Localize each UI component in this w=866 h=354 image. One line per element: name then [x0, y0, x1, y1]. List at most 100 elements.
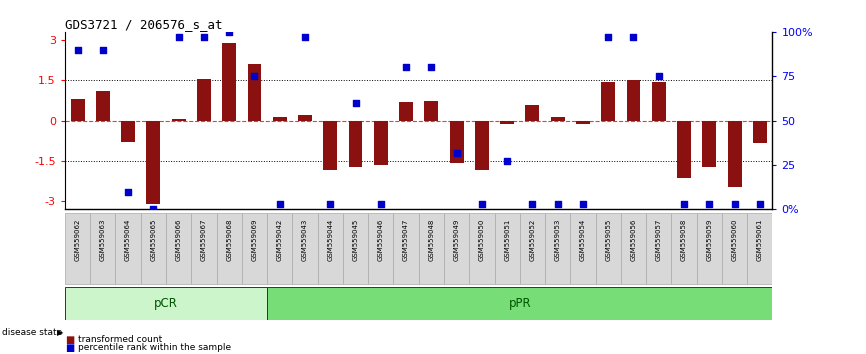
Text: GSM559052: GSM559052 — [529, 219, 535, 261]
Bar — [520, 212, 545, 284]
Text: GSM559057: GSM559057 — [656, 219, 662, 261]
Bar — [696, 212, 722, 284]
Bar — [166, 212, 191, 284]
Bar — [323, 121, 337, 170]
Bar — [121, 121, 135, 142]
Text: ■: ■ — [65, 343, 74, 353]
Point — [399, 64, 413, 70]
Bar — [318, 212, 343, 284]
Point — [197, 34, 210, 40]
Bar — [216, 212, 242, 284]
Bar — [374, 121, 388, 165]
Text: GSM559059: GSM559059 — [707, 219, 713, 261]
Point — [601, 34, 615, 40]
Text: GSM559047: GSM559047 — [403, 219, 409, 261]
Bar — [393, 212, 418, 284]
Bar — [197, 79, 211, 121]
Bar — [65, 212, 90, 284]
Text: GSM559046: GSM559046 — [378, 219, 384, 261]
Point — [727, 201, 741, 207]
Point — [273, 201, 287, 207]
Bar — [727, 121, 741, 187]
Bar — [71, 99, 85, 121]
Point — [702, 201, 716, 207]
Text: ▶: ▶ — [56, 327, 63, 337]
Text: GSM559051: GSM559051 — [504, 219, 510, 261]
Bar — [242, 212, 267, 284]
Text: GSM559043: GSM559043 — [302, 219, 308, 261]
Point — [753, 201, 766, 207]
Point — [475, 201, 488, 207]
Bar — [349, 121, 363, 167]
Text: GSM559060: GSM559060 — [732, 219, 738, 261]
Bar — [626, 80, 641, 121]
Text: GSM559055: GSM559055 — [605, 219, 611, 261]
Text: pPR: pPR — [508, 297, 531, 310]
Bar — [298, 115, 312, 121]
Point — [551, 201, 565, 207]
Text: GSM559067: GSM559067 — [201, 219, 207, 261]
Bar — [444, 212, 469, 284]
Text: GSM559053: GSM559053 — [555, 219, 560, 261]
Bar — [65, 287, 267, 320]
Bar — [267, 287, 772, 320]
Point — [501, 159, 514, 164]
Bar — [115, 212, 141, 284]
Bar — [494, 212, 520, 284]
Text: disease state: disease state — [2, 327, 62, 337]
Bar — [146, 121, 160, 204]
Bar — [419, 212, 444, 284]
Text: GDS3721 / 206576_s_at: GDS3721 / 206576_s_at — [65, 18, 223, 31]
Point — [424, 64, 438, 70]
Text: transformed count: transformed count — [78, 335, 162, 344]
Bar — [267, 212, 293, 284]
Text: GSM559061: GSM559061 — [757, 219, 763, 261]
Point — [171, 34, 185, 40]
Bar — [545, 212, 571, 284]
Text: pCR: pCR — [154, 297, 178, 310]
Point — [248, 73, 262, 79]
Bar — [96, 91, 110, 121]
Point — [652, 73, 666, 79]
Text: GSM559044: GSM559044 — [327, 219, 333, 261]
Point — [349, 100, 363, 106]
Bar — [671, 212, 696, 284]
Bar — [576, 121, 590, 124]
Point — [449, 150, 463, 155]
Bar — [646, 212, 671, 284]
Bar — [449, 121, 463, 163]
Text: GSM559065: GSM559065 — [151, 219, 157, 261]
Point — [576, 201, 590, 207]
Bar — [141, 212, 166, 284]
Bar — [753, 121, 766, 143]
Text: GSM559069: GSM559069 — [251, 219, 257, 261]
Point — [323, 201, 337, 207]
Bar — [90, 212, 115, 284]
Bar — [652, 82, 666, 121]
Text: GSM559066: GSM559066 — [176, 219, 182, 261]
Bar — [368, 212, 393, 284]
Point — [677, 201, 691, 207]
Bar — [596, 212, 621, 284]
Point — [526, 201, 540, 207]
Bar — [191, 212, 216, 284]
Text: GSM559064: GSM559064 — [125, 219, 131, 261]
Bar — [702, 121, 716, 167]
Text: percentile rank within the sample: percentile rank within the sample — [78, 343, 231, 352]
Text: GSM559050: GSM559050 — [479, 219, 485, 261]
Text: GSM559048: GSM559048 — [429, 219, 435, 261]
Bar — [475, 121, 488, 170]
Point — [298, 34, 312, 40]
Point — [96, 47, 110, 52]
Point — [121, 189, 135, 194]
Text: GSM559063: GSM559063 — [100, 219, 106, 261]
Text: GSM559042: GSM559042 — [277, 219, 282, 261]
Bar — [601, 82, 615, 121]
Point — [146, 207, 160, 212]
Bar — [424, 101, 438, 121]
Bar — [747, 212, 772, 284]
Bar — [248, 64, 262, 121]
Bar — [293, 212, 318, 284]
Bar — [677, 121, 691, 178]
Point — [374, 201, 388, 207]
